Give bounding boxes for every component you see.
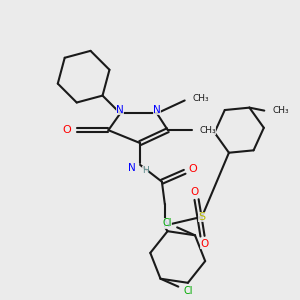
Text: N: N: [128, 163, 136, 173]
Text: CH₃: CH₃: [200, 126, 216, 135]
Text: N: N: [163, 219, 171, 229]
Text: S: S: [198, 212, 205, 222]
Text: CH₃: CH₃: [193, 94, 209, 103]
Text: O: O: [200, 239, 208, 249]
Text: CH₃: CH₃: [272, 106, 289, 115]
Text: O: O: [62, 125, 71, 135]
Text: N: N: [153, 105, 161, 116]
Text: O: O: [188, 164, 197, 174]
Text: H: H: [142, 166, 148, 175]
Text: O: O: [190, 187, 199, 196]
Text: N: N: [116, 105, 124, 116]
Text: Cl: Cl: [163, 218, 172, 228]
Text: Cl: Cl: [184, 286, 193, 296]
